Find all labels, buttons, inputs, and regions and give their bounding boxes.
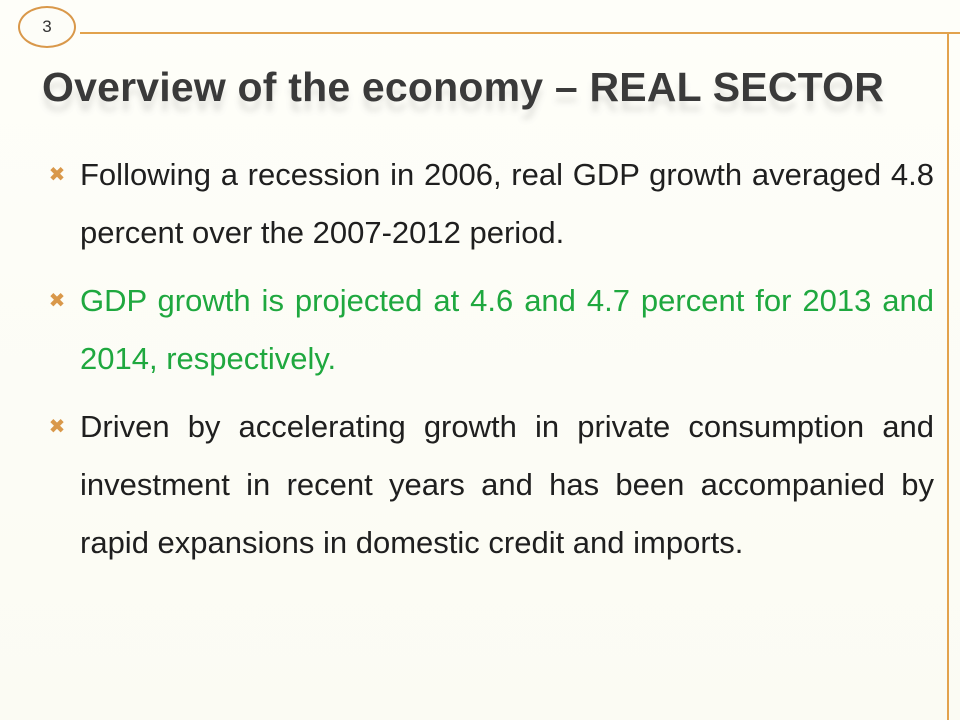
bullet-item: ✖ Driven by accelerating growth in priva… [48,398,934,572]
page-number: 3 [18,6,76,48]
bullet-text: Driven by accelerating growth in private… [80,409,934,560]
top-rule [80,32,960,34]
bullet-text: GDP growth is projected at 4.6 and 4.7 p… [80,283,934,376]
slide-title: Overview of the economy – REAL SECTOR [42,64,885,110]
x-mark-icon: ✖ [48,164,66,186]
bullet-item: ✖ GDP growth is projected at 4.6 and 4.7… [48,272,934,388]
right-rule [947,32,949,720]
x-mark-icon: ✖ [48,290,66,312]
bullet-item: ✖ Following a recession in 2006, real GD… [48,146,934,262]
x-mark-icon: ✖ [48,416,66,438]
bullet-list: ✖ Following a recession in 2006, real GD… [48,146,934,582]
bullet-text: Following a recession in 2006, real GDP … [80,157,934,250]
